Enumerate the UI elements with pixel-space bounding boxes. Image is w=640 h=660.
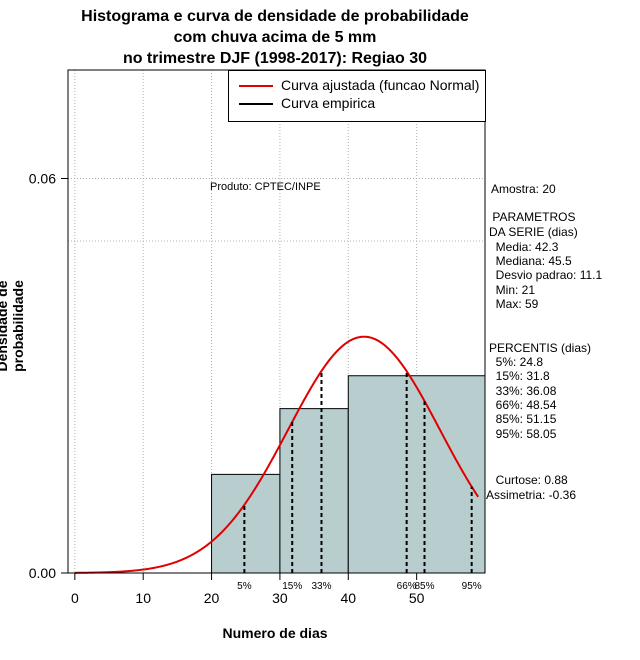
- legend-fit-swatch: [239, 85, 273, 88]
- stat-assimetria: Assimetria: -0.36: [486, 488, 577, 502]
- y-axis-label: Densidade de probabilidade: [0, 280, 26, 372]
- stat-max: Max: 59: [489, 297, 539, 311]
- x-tick-label: 40: [340, 590, 356, 606]
- stat-perc-title: PERCENTIS (dias): [489, 341, 592, 355]
- histogram-bar: [211, 473, 281, 574]
- x-tick-label: 0: [71, 590, 79, 606]
- legend-empirical-label: Curva empirica: [281, 95, 376, 111]
- normal-fit-curve: [74, 335, 479, 574]
- chart-title-line-3: no trimestre DJF (1998-2017): Regiao 30: [122, 50, 428, 67]
- stat-p66: 66%: 48.54: [489, 398, 557, 412]
- y-tick-label: 0.00: [29, 565, 56, 581]
- chart-title-line-1: Histograma e curva de densidade de proba…: [81, 8, 469, 25]
- legend: Curva ajustada (funcao Normal) Curva emp…: [228, 70, 486, 122]
- stat-curtose: Curtose: 0.88: [489, 473, 568, 487]
- legend-empirical-swatch: [239, 103, 273, 106]
- stat-p5: 5%: 24.8: [489, 355, 544, 369]
- x-tick-label: 20: [204, 590, 220, 606]
- stat-p33: 33%: 36.08: [489, 384, 557, 398]
- stat-p15: 15%: 31.8: [489, 369, 550, 383]
- percentile-label: 5%: [237, 581, 252, 592]
- stat-media: Media: 42.3: [489, 240, 559, 254]
- stat-min: Min: 21: [489, 283, 536, 297]
- x-tick-label: 30: [272, 590, 288, 606]
- legend-item-fit: Curva ajustada (funcao Normal): [239, 77, 479, 93]
- percentile-label: 33%: [311, 581, 331, 592]
- legend-fit-label: Curva ajustada (funcao Normal): [281, 77, 480, 93]
- x-tick-label: 10: [135, 590, 151, 606]
- stat-desvio: Desvio padrao: 11.1: [489, 268, 603, 282]
- percentile-label: 15%: [282, 581, 302, 592]
- product-label: Produto: CPTEC/INPE: [210, 181, 321, 193]
- y-tick-label: 0.06: [29, 170, 56, 186]
- chart-title-line-2: com chuva acima de 5 mm: [173, 29, 377, 46]
- legend-item-empirical: Curva empirica: [239, 95, 375, 111]
- stat-param-title-2: DA SERIE (dias): [489, 225, 578, 239]
- stat-p85: 85%: 51.15: [489, 412, 557, 426]
- percentile-label: 95%: [462, 581, 482, 592]
- x-tick-label: 50: [409, 590, 425, 606]
- stat-mediana: Mediana: 45.5: [489, 254, 572, 268]
- percentile-label: 66%: [397, 581, 417, 592]
- histogram-bar: [347, 375, 486, 574]
- stat-p95: 95%: 58.05: [489, 427, 557, 441]
- x-axis-label: Numero de dias: [222, 625, 328, 641]
- stat-amostra: Amostra: 20: [491, 182, 556, 196]
- histogram-bar: [279, 408, 349, 574]
- stat-param-title-1: PARAMETROS: [489, 210, 576, 224]
- percentile-label: 85%: [414, 581, 434, 592]
